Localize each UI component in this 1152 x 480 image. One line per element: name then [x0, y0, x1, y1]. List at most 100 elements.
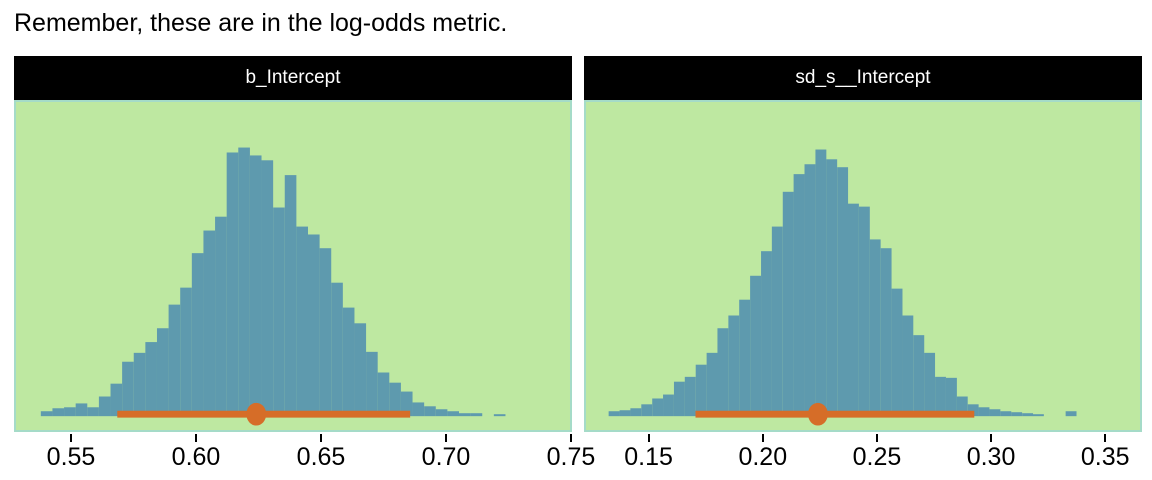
histogram-bar: [64, 407, 76, 417]
histogram-bar: [935, 376, 946, 417]
histogram-bar: [652, 398, 664, 417]
x-axis: 0.55 0.60 0.65 0.70 0.75: [14, 432, 595, 472]
panel-title: sd_s__Intercept: [795, 67, 931, 88]
histogram-bar: [902, 315, 914, 417]
histogram-bar: [493, 414, 506, 417]
histogram-bar: [728, 315, 740, 417]
x-tick: [1104, 434, 1107, 442]
histogram-bar: [771, 226, 783, 417]
histogram-svg: [608, 149, 1077, 426]
histogram-bar: [619, 410, 631, 417]
histogram-bar: [630, 408, 642, 417]
panels-row: b_Intercept 0.55 0.60 0.65 0.70 0.75 sd_s__I…: [14, 56, 1142, 472]
histogram-bar: [913, 335, 925, 417]
histogram-bar: [238, 147, 250, 417]
histogram-bar: [739, 299, 751, 417]
histogram-bar: [1032, 414, 1044, 417]
histogram-bar: [122, 361, 134, 417]
histogram-bar: [848, 203, 859, 417]
histogram-bar: [858, 206, 870, 417]
histogram-bar: [342, 307, 355, 417]
histogram-bar: [191, 253, 204, 417]
histogram-bar: [869, 239, 881, 417]
histogram-bar: [761, 251, 772, 417]
histogram-bar: [98, 396, 111, 417]
histogram-bar: [956, 396, 968, 417]
histogram-bar: [804, 164, 816, 417]
histogram-bar: [319, 248, 332, 417]
histogram-bar: [284, 175, 297, 417]
histogram-bar: [249, 155, 262, 417]
x-tick-label: 0.20: [738, 443, 788, 471]
histogram-bar: [684, 376, 696, 417]
point-estimate-dot: [807, 402, 828, 426]
histogram-bar: [978, 407, 990, 417]
figure-caption: Remember, these are in the log-odds metr…: [14, 9, 508, 37]
histogram-bar: [1065, 411, 1077, 417]
histogram-bar: [447, 411, 460, 417]
histogram-bar: [156, 328, 169, 417]
plot-area: [14, 100, 572, 432]
histogram-bar: [87, 407, 99, 417]
histogram-bar: [168, 304, 181, 417]
histogram-bar: [331, 282, 343, 417]
histogram-bar: [52, 408, 65, 417]
histogram-bar: [989, 409, 1001, 417]
x-tick-label: 0.70: [421, 443, 471, 471]
histogram-bar: [673, 381, 685, 417]
panel-b-intercept: b_Intercept 0.55 0.60 0.65 0.70 0.75: [14, 56, 595, 472]
histogram-bar: [133, 352, 146, 417]
histogram-bar: [641, 404, 653, 417]
histogram-bar: [880, 248, 892, 417]
histogram-bar: [203, 230, 216, 417]
histogram-bar: [793, 174, 805, 417]
histogram-bar: [1022, 413, 1034, 417]
histogram-bar: [226, 152, 239, 417]
histogram-bar: [470, 413, 483, 417]
histogram-bar: [750, 275, 761, 417]
histogram-bar: [782, 191, 794, 417]
histogram-bar: [1011, 412, 1023, 417]
histogram-bar: [110, 383, 123, 417]
histogram-bar: [608, 411, 620, 417]
panel-title-strip: sd_s__Intercept: [584, 56, 1142, 100]
histogram-bar: [435, 409, 448, 417]
histogram-bar: [695, 364, 707, 417]
x-tick-label: 0.75: [546, 443, 596, 471]
histogram-bar: [377, 372, 390, 417]
plot-area: [584, 100, 1142, 432]
histogram-bar: [1000, 411, 1012, 417]
histogram-bar: [967, 404, 979, 417]
x-axis: 0.15 0.20 0.25 0.30 0.35: [584, 432, 1142, 472]
histogram-bar: [75, 403, 88, 417]
histogram-bar: [706, 352, 718, 417]
x-tick: [445, 434, 447, 442]
histogram-bar: [663, 394, 674, 417]
histogram-bar: [366, 351, 378, 417]
histogram-bar: [400, 391, 413, 417]
histogram-bar: [459, 413, 471, 417]
histogram-bar: [389, 382, 401, 417]
x-tick: [647, 434, 650, 442]
x-tick-label: 0.65: [296, 443, 346, 471]
histogram-bar: [296, 226, 308, 417]
x-tick: [990, 434, 993, 442]
x-tick-label: 0.35: [1080, 443, 1130, 471]
x-tick: [875, 434, 878, 442]
point-estimate-dot: [246, 402, 267, 426]
histogram-bar: [717, 328, 729, 417]
histogram-bar: [180, 287, 192, 417]
x-tick: [569, 434, 572, 442]
histogram-bar: [145, 342, 157, 417]
x-tick-label: 0.25: [852, 443, 902, 471]
histogram-bar: [837, 167, 849, 417]
histogram-bar: [273, 207, 285, 417]
x-tick: [195, 434, 198, 442]
histogram-bar: [815, 149, 827, 417]
x-tick-label: 0.30: [966, 443, 1016, 471]
panel-title: b_Intercept: [245, 67, 341, 88]
histogram-bar: [924, 352, 936, 417]
x-tick-label: 0.55: [46, 443, 96, 471]
histogram-bar: [946, 377, 957, 417]
